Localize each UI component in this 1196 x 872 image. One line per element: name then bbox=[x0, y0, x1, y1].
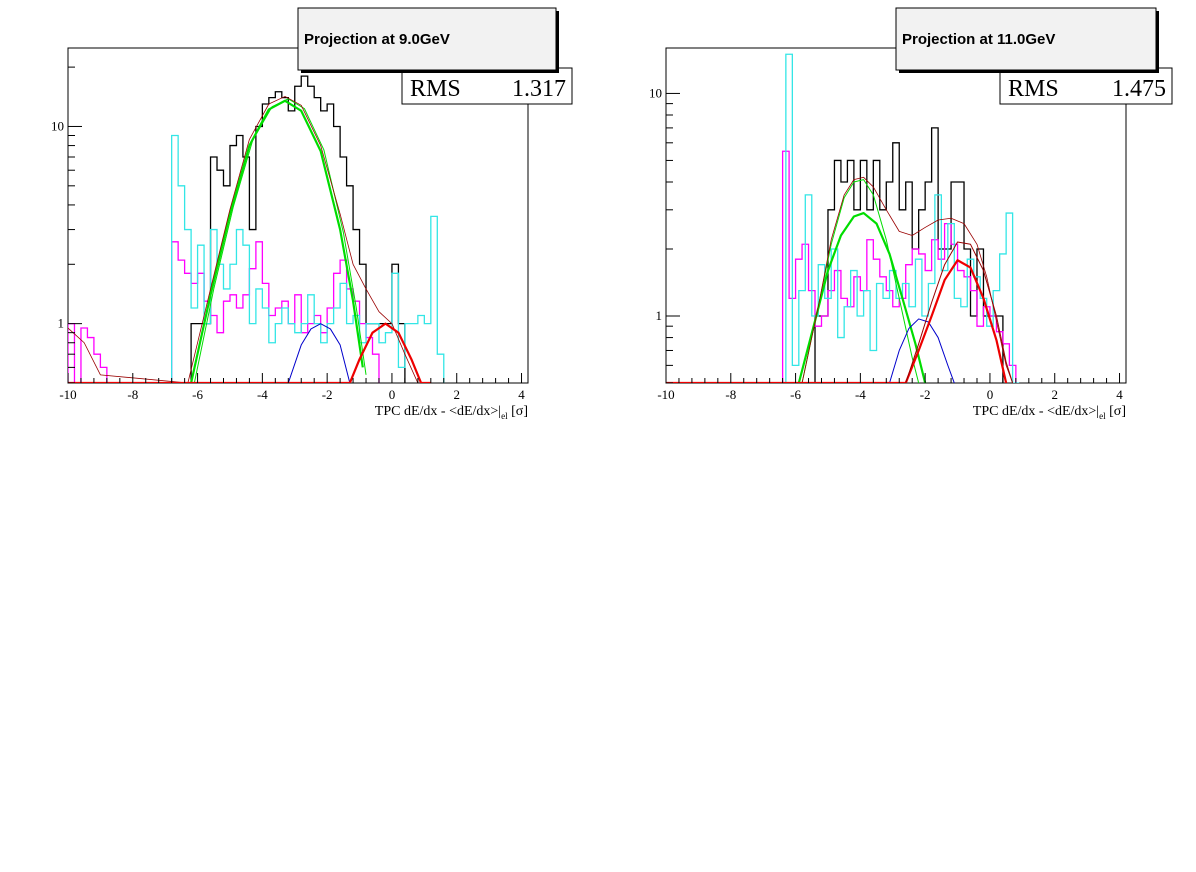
stats-label: RMS bbox=[1008, 76, 1059, 102]
curve-series-7 bbox=[666, 259, 1008, 383]
hist-series-0 bbox=[190, 75, 406, 383]
curve-series-7 bbox=[68, 322, 431, 383]
x-tick-label: 0 bbox=[389, 387, 396, 402]
x-tick-label: -2 bbox=[322, 387, 333, 402]
x-axis: -10 -8 -6 -4 -2 0 2 4 bbox=[59, 373, 525, 402]
plot-title: Projection at 9.0GeV bbox=[304, 31, 450, 48]
title-box bbox=[297, 7, 557, 71]
plot-title: Projection at 11.0GeV bbox=[902, 31, 1055, 48]
curve-series-5 bbox=[68, 96, 419, 383]
x-tick-label: -6 bbox=[192, 387, 203, 402]
x-axis-title: TPC dE/dx - <dE/dx>|el [σ] bbox=[375, 404, 528, 421]
stats-value: 1.475 bbox=[1112, 76, 1166, 102]
x-tick-label: 0 bbox=[987, 387, 994, 402]
x-tick-label: 2 bbox=[1051, 387, 1058, 402]
stats-box bbox=[999, 67, 1173, 105]
y-axis: 1 10 bbox=[649, 85, 680, 384]
data-layer bbox=[666, 53, 1020, 383]
y-axis: 1 10 bbox=[51, 66, 82, 384]
y-tick-label: 10 bbox=[51, 118, 64, 133]
curve-series-5 bbox=[801, 176, 1013, 383]
data-layer bbox=[68, 75, 445, 383]
curve-series-4 bbox=[801, 179, 920, 383]
curve-series-6 bbox=[889, 318, 955, 383]
x-tick-label: -10 bbox=[59, 387, 76, 402]
stats-box bbox=[401, 67, 573, 105]
y-tick-label: 10 bbox=[649, 85, 662, 100]
x-tick-label: 4 bbox=[1116, 387, 1123, 402]
x-tick-label: 2 bbox=[453, 387, 460, 402]
x-tick-label: -6 bbox=[790, 387, 801, 402]
curve-series-6 bbox=[287, 323, 351, 383]
y-tick-label: 1 bbox=[58, 316, 65, 331]
hist-series-1 bbox=[781, 150, 1017, 383]
x-tick-label: -4 bbox=[257, 387, 268, 402]
y-tick-label: 1 bbox=[656, 308, 663, 323]
curve-series-8 bbox=[905, 241, 1014, 383]
title-box bbox=[895, 7, 1157, 71]
x-axis-title: TPC dE/dx - <dE/dx>|el [σ] bbox=[973, 404, 1126, 421]
curve-series-4 bbox=[193, 98, 367, 383]
x-tick-label: -2 bbox=[920, 387, 931, 402]
x-tick-label: -4 bbox=[855, 387, 866, 402]
right-plot: -10 -8 -6 -4 -2 0 2 4 TPC dE/dx - <dE/dx>|el [σ]… bbox=[649, 7, 1173, 421]
hist-series-0 bbox=[814, 127, 1004, 383]
x-tick-label: -8 bbox=[127, 387, 138, 402]
x-axis: -10 -8 -6 -4 -2 0 2 4 bbox=[657, 373, 1123, 402]
stats-label: RMS bbox=[410, 76, 461, 102]
x-tick-label: -8 bbox=[725, 387, 736, 402]
curve-series-3 bbox=[797, 211, 927, 383]
left-plot: -10 -8 -6 -4 -2 0 2 4 TPC dE/dx - <dE/dx>|el [σ]… bbox=[51, 7, 573, 421]
x-tick-label: -10 bbox=[657, 387, 674, 402]
x-tick-label: 4 bbox=[518, 387, 525, 402]
hist-series-2 bbox=[171, 134, 445, 383]
stats-value: 1.317 bbox=[512, 76, 566, 102]
